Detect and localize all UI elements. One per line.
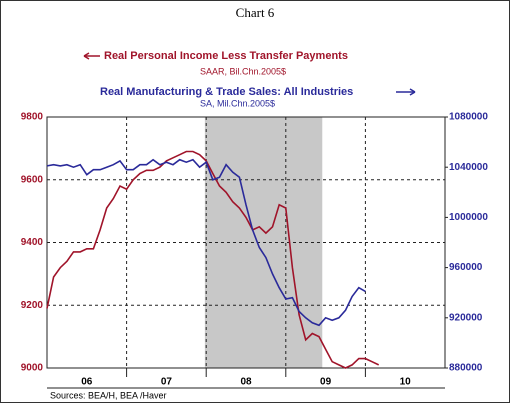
series-line [46, 158, 366, 327]
y-tick-label: 9000 [21, 363, 44, 374]
y2-tick-label: 1080000 [449, 112, 488, 123]
legend-subtitle: SA, Mil.Chn.2005$ [200, 98, 275, 108]
x-tick-label: 10 [400, 377, 412, 388]
y2-tick-label: 920000 [449, 312, 483, 323]
legend: Real Personal Income Less Transfer Payme… [83, 50, 416, 108]
y2-tick-label: 1000000 [449, 212, 488, 223]
legend-label: Real Manufacturing & Trade Sales: All In… [100, 86, 353, 98]
source-note: Sources: BEA/H, BEA /Haver [50, 390, 167, 400]
legend-arrow-head [409, 88, 416, 96]
legend-subtitle: SAAR, Bil.Chn.2005$ [200, 66, 286, 76]
legend-label: Real Personal Income Less Transfer Payme… [104, 50, 348, 62]
y-tick-label: 9800 [21, 112, 44, 123]
x-tick-label: 07 [161, 377, 173, 388]
chart-title: Chart 6 [236, 5, 275, 20]
y-tick-label: 9600 [21, 174, 44, 185]
plot-area [46, 116, 446, 369]
y-tick-label: 9400 [21, 237, 44, 248]
legend-arrow-head [83, 52, 90, 60]
y2-tick-label: 960000 [449, 262, 483, 273]
series-line [46, 150, 380, 369]
x-tick-label: 08 [240, 377, 252, 388]
y2-tick-label: 1040000 [449, 162, 488, 173]
y-tick-label: 9200 [21, 300, 44, 311]
x-tick-label: 06 [81, 377, 93, 388]
y2-tick-label: 880000 [449, 363, 483, 374]
x-tick-label: 09 [320, 377, 332, 388]
